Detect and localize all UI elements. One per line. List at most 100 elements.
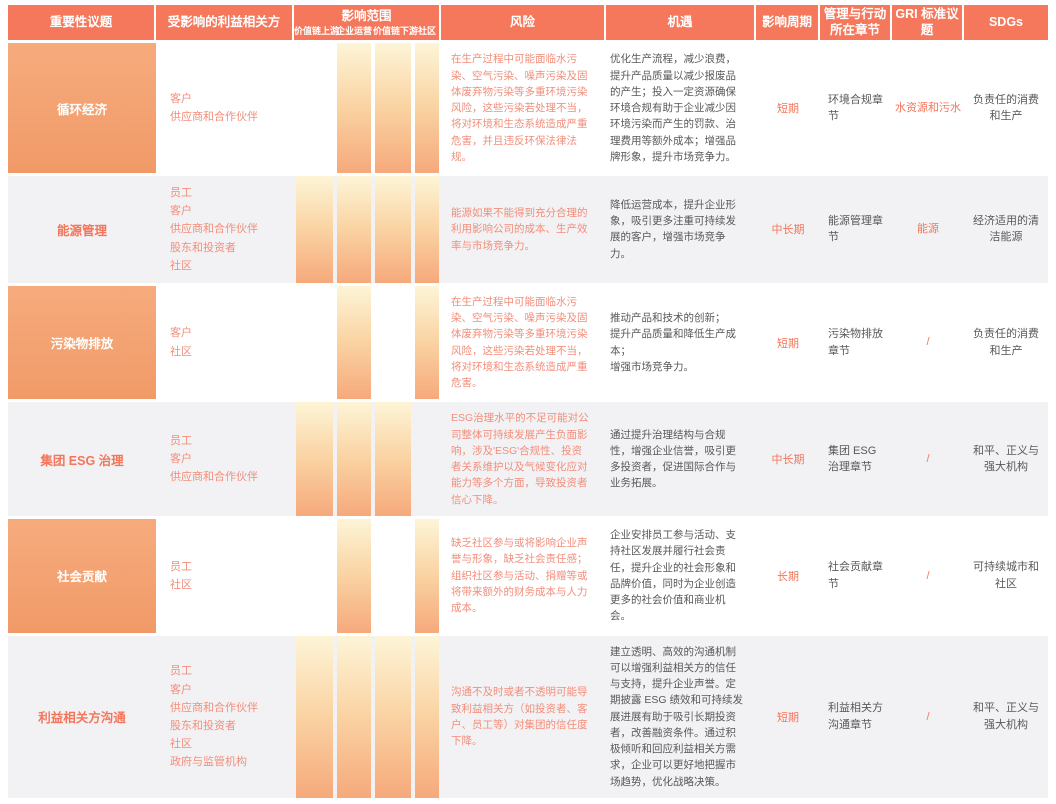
header-impact-scope: 影响范围 [341,9,392,23]
impact-scope-cells [294,519,441,633]
sdgs-cell: 和平、正义与强大机构 [964,402,1048,516]
opportunity-cell: 推动产品和技术的创新； 提升产品质量和降低生产成本； 增强市场竞争力。 [610,312,736,373]
impact-scope-bar [296,635,333,798]
impact-scope-cells [294,285,441,400]
risk-cell: 能源如果不能得到充分合理的利用影响公司的成本、生产效率与市场竞争力。 [441,176,606,283]
impact-scope-cell [335,285,373,400]
header-sdgs: SDGs [964,5,1048,41]
table-row: 能源管理 员工 客户 供应商和合作伙伴 股东和投资者 社区 能源如果不能得到充分… [8,176,1048,283]
impact-scope-bar [415,519,439,633]
chapter-cell: 利益相关方沟通章节 [820,635,892,798]
issue-cell: 集团 ESG 治理 [8,402,156,516]
chapter-cell: 能源管理章节 [820,176,892,283]
stakeholders-cell: 员工 客户 供应商和合作伙伴 [156,402,294,516]
header-scope-downstream: 价值链下游 [373,26,419,36]
impact-scope-bar [415,43,439,174]
stakeholders-cell: 客户 社区 [170,327,192,358]
issue-label: 污染物排放 [8,285,156,400]
impact-scope-cell [294,519,335,633]
impact-period-cell: 中长期 [756,402,820,516]
impact-scope-cell [335,519,373,633]
sdgs-cell: 经济适用的清洁能源 [964,176,1048,283]
impact-scope-cell [373,519,413,633]
header-impact-period: 影响周期 [756,5,820,41]
header-issue: 重要性议题 [8,5,156,41]
stakeholders-cell: 员工 客户 供应商和合作伙伴 股东和投资者 社区 政府与监管机构 [156,635,294,798]
table-header-row: 重要性议题 受影响的利益相关方 影响范围 价值链上游 企业运营 价值链下游 社区… [8,5,1048,41]
sdgs-cell: 负责任的消费和生产 [973,93,1039,123]
impact-scope-bar [375,176,411,283]
impact-scope-cell [413,635,441,798]
sdgs-cell: 负责任的消费和生产 [973,328,1039,357]
header-opportunity: 机遇 [606,5,756,41]
impact-scope-bar [415,285,439,400]
gri-cell: / [926,336,930,349]
table-row: 集团 ESG 治理 员工 客户 供应商和合作伙伴 ESG治理水平的不足可能对公司… [8,402,1048,516]
impact-scope-bar [415,176,439,283]
impact-period-cell: 短期 [777,103,799,116]
issue-label: 集团 ESG 治理 [40,453,124,468]
table-row: 社会贡献 员工 社区 缺乏社区参与或将影响企业声誉与形象，缺乏社会责任感；组织社… [8,519,1048,633]
opportunity-cell: 企业安排员工参与活动、支持社区发展并履行社会责任，提升企业的社会形象和品牌价值，… [610,529,736,623]
risk-cell: 沟通不及时或者不透明可能导致利益相关方（如投资者、客户、员工等）对集团的信任度下… [441,635,606,798]
impact-scope-cells [294,635,441,798]
issue-cell: 利益相关方沟通 [8,635,156,798]
gri-cell: / [892,402,964,516]
table-row: 污染物排放 客户 社区 在生产过程中可能面临水污染、空气污染、噪声污染及固体废弃… [8,285,1048,400]
impact-scope-cell [294,402,335,516]
impact-scope-cell [373,176,413,283]
impact-scope-bar [337,43,371,174]
header-impact-scope-group: 影响范围 价值链上游 企业运营 价值链下游 社区 [294,5,441,41]
chapter-cell: 污染物排放章节 [828,328,883,357]
header-scope-community: 社区 [417,26,436,36]
header-gri: GRI 标准议题 [892,5,964,41]
impact-scope-cell [335,176,373,283]
impact-scope-bar [375,43,411,174]
impact-scope-cell [335,402,373,516]
impact-scope-bar [415,635,439,798]
opportunity-cell: 建立透明、高效的沟通机制可以增强利益相关方的信任与支持，提升企业声誉。定期披露 … [606,635,756,798]
impact-scope-bar [337,402,371,516]
impact-scope-cell [373,635,413,798]
table-row: 利益相关方沟通 员工 客户 供应商和合作伙伴 股东和投资者 社区 政府与监管机构… [8,635,1048,798]
impact-scope-cells [294,402,441,516]
issue-cell: 社会贡献 [8,519,156,633]
issue-label: 循环经济 [8,43,156,174]
impact-scope-cell [413,285,441,400]
issue-cell: 循环经济 [8,43,156,174]
issue-cell: 污染物排放 [8,285,156,400]
impact-scope-bar [337,176,371,283]
impact-scope-cell [413,402,441,516]
impact-period-cell: 中长期 [756,176,820,283]
sdgs-cell: 和平、正义与强大机构 [964,635,1048,798]
issue-cell: 能源管理 [8,176,156,283]
header-chapter: 管理与行动所在章节 [820,5,892,41]
chapter-cell: 集团 ESG 治理章节 [820,402,892,516]
chapter-cell: 社会贡献章节 [828,561,883,590]
sdgs-cell: 可持续城市和社区 [973,561,1039,590]
table-row: 循环经济 客户 供应商和合作伙伴 在生产过程中可能面临水污染、空气污染、噪声污染… [8,43,1048,174]
impact-scope-cell [413,519,441,633]
stakeholders-cell: 员工 社区 [170,560,192,591]
impact-scope-cell [413,176,441,283]
gri-cell: 水资源和污水 [895,101,961,114]
impact-scope-cells [294,176,441,283]
impact-scope-bar [375,402,411,516]
header-stakeholders: 受影响的利益相关方 [156,5,294,41]
impact-scope-bar [296,402,333,516]
issue-label: 利益相关方沟通 [38,711,126,726]
issue-label: 社会贡献 [8,519,156,633]
risk-cell: 在生产过程中可能面临水污染、空气污染、噪声污染及固体废弃物污染等多重环境污染风险… [451,295,588,390]
impact-scope-cell [294,176,335,283]
impact-scope-cell [373,402,413,516]
issue-label: 能源管理 [56,223,107,238]
stakeholders-cell: 客户 供应商和合作伙伴 [170,93,258,124]
risk-cell: 在生产过程中可能面临水污染、空气污染、噪声污染及固体废弃物污染等多重环境污染风险… [451,53,588,163]
impact-scope-bar [337,635,371,798]
header-scope-operations: 企业运营 [335,26,372,36]
impact-period-cell: 短期 [756,635,820,798]
impact-scope-cell [413,43,441,174]
gri-cell: 能源 [892,176,964,283]
opportunity-cell: 降低运营成本，提升企业形象，吸引更多注重可持续发展的客户，增强市场竞争力。 [606,176,756,283]
